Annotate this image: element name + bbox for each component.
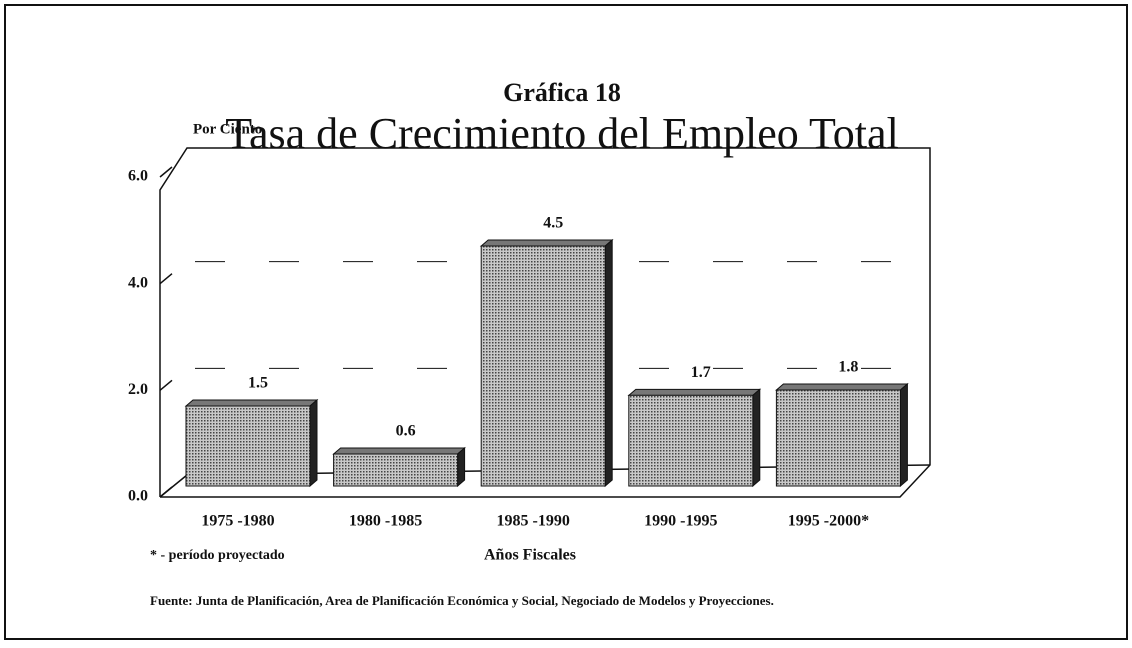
bar-side <box>752 388 761 488</box>
bar-top <box>775 383 909 391</box>
bar-side <box>899 382 908 488</box>
bar-side <box>457 446 466 488</box>
x-tick-label: 1985 -1990 <box>497 513 570 530</box>
bar <box>627 388 762 488</box>
x-tick-label: 1980 -1985 <box>349 513 422 530</box>
bar-front <box>775 389 901 487</box>
source: Fuente: Junta de Planificación, Area de … <box>150 593 774 608</box>
bar-front <box>628 394 754 487</box>
bar-front <box>480 245 606 487</box>
bar-top <box>479 239 614 247</box>
y-tick <box>159 166 173 178</box>
chart-subtitle: Gráfica 18 <box>503 78 621 107</box>
y-tick-label: 6.0 <box>128 168 148 185</box>
data-label: 1.7 <box>691 364 711 381</box>
y-axis-label: Por Ciento <box>193 121 262 137</box>
data-label: 0.6 <box>396 423 416 440</box>
y-tick-label: 0.0 <box>128 488 148 505</box>
data-label: 1.8 <box>838 359 858 376</box>
bar <box>184 398 319 488</box>
y-tick <box>159 273 173 285</box>
x-axis-label: Años Fiscales <box>484 547 576 564</box>
bar-front <box>333 453 459 487</box>
data-label: 1.5 <box>248 375 268 392</box>
bar-top <box>627 388 762 396</box>
y-tick-label: 2.0 <box>128 381 148 398</box>
bar-front <box>185 405 311 487</box>
x-tick-label: 1975 -1980 <box>201 513 274 530</box>
data-label: 4.5 <box>543 215 563 232</box>
bar-side <box>309 398 318 488</box>
plot-box <box>159 147 931 498</box>
bar-top <box>332 447 466 455</box>
y-tick <box>159 486 173 498</box>
y-tick-label: 4.0 <box>128 274 148 291</box>
bar-side <box>604 238 613 488</box>
chart-title: Tasa de Crecimiento del Empleo Total <box>225 109 899 158</box>
y-tick <box>159 379 173 391</box>
bar <box>479 238 614 488</box>
bar-top <box>184 399 319 407</box>
x-tick-label: 1995 -2000* <box>788 513 869 530</box>
frame <box>4 4 1128 640</box>
x-tick-label: 1990 -1995 <box>644 513 717 530</box>
note: * - período proyectado <box>150 548 285 563</box>
bar <box>775 382 909 488</box>
bar <box>332 446 466 488</box>
